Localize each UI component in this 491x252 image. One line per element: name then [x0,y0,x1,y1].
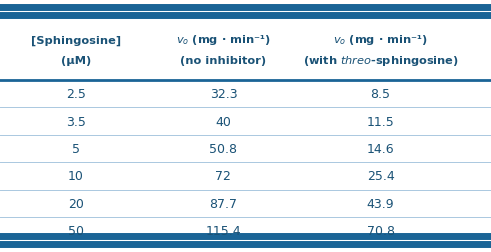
Text: 14.6: 14.6 [367,142,394,155]
Text: (with $\mathit{threo}$-sphingosine): (with $\mathit{threo}$-sphingosine) [302,53,459,68]
Text: 70.8: 70.8 [366,224,395,237]
Text: 5: 5 [72,142,80,155]
Text: 43.9: 43.9 [367,197,394,210]
Text: 20: 20 [68,197,84,210]
Text: 2.5: 2.5 [66,88,86,101]
Text: 50.8: 50.8 [209,142,238,155]
Text: 87.7: 87.7 [209,197,238,210]
Text: 25.4: 25.4 [367,170,394,183]
Text: 72: 72 [216,170,231,183]
Text: 40: 40 [216,115,231,128]
Text: 11.5: 11.5 [367,115,394,128]
Text: $\mathit{v}_o$ (mg · min⁻¹): $\mathit{v}_o$ (mg · min⁻¹) [333,33,428,47]
Text: 8.5: 8.5 [371,88,390,101]
Text: 32.3: 32.3 [210,88,237,101]
Text: (μM): (μM) [61,55,91,66]
Text: [Sphingosine]: [Sphingosine] [31,35,121,45]
Text: 115.4: 115.4 [206,224,241,237]
Text: 10: 10 [68,170,84,183]
Text: 50: 50 [68,224,84,237]
Text: 3.5: 3.5 [66,115,86,128]
Text: (no inhibitor): (no inhibitor) [180,55,267,66]
Text: $\mathit{v}_o$ (mg · min⁻¹): $\mathit{v}_o$ (mg · min⁻¹) [176,33,271,47]
